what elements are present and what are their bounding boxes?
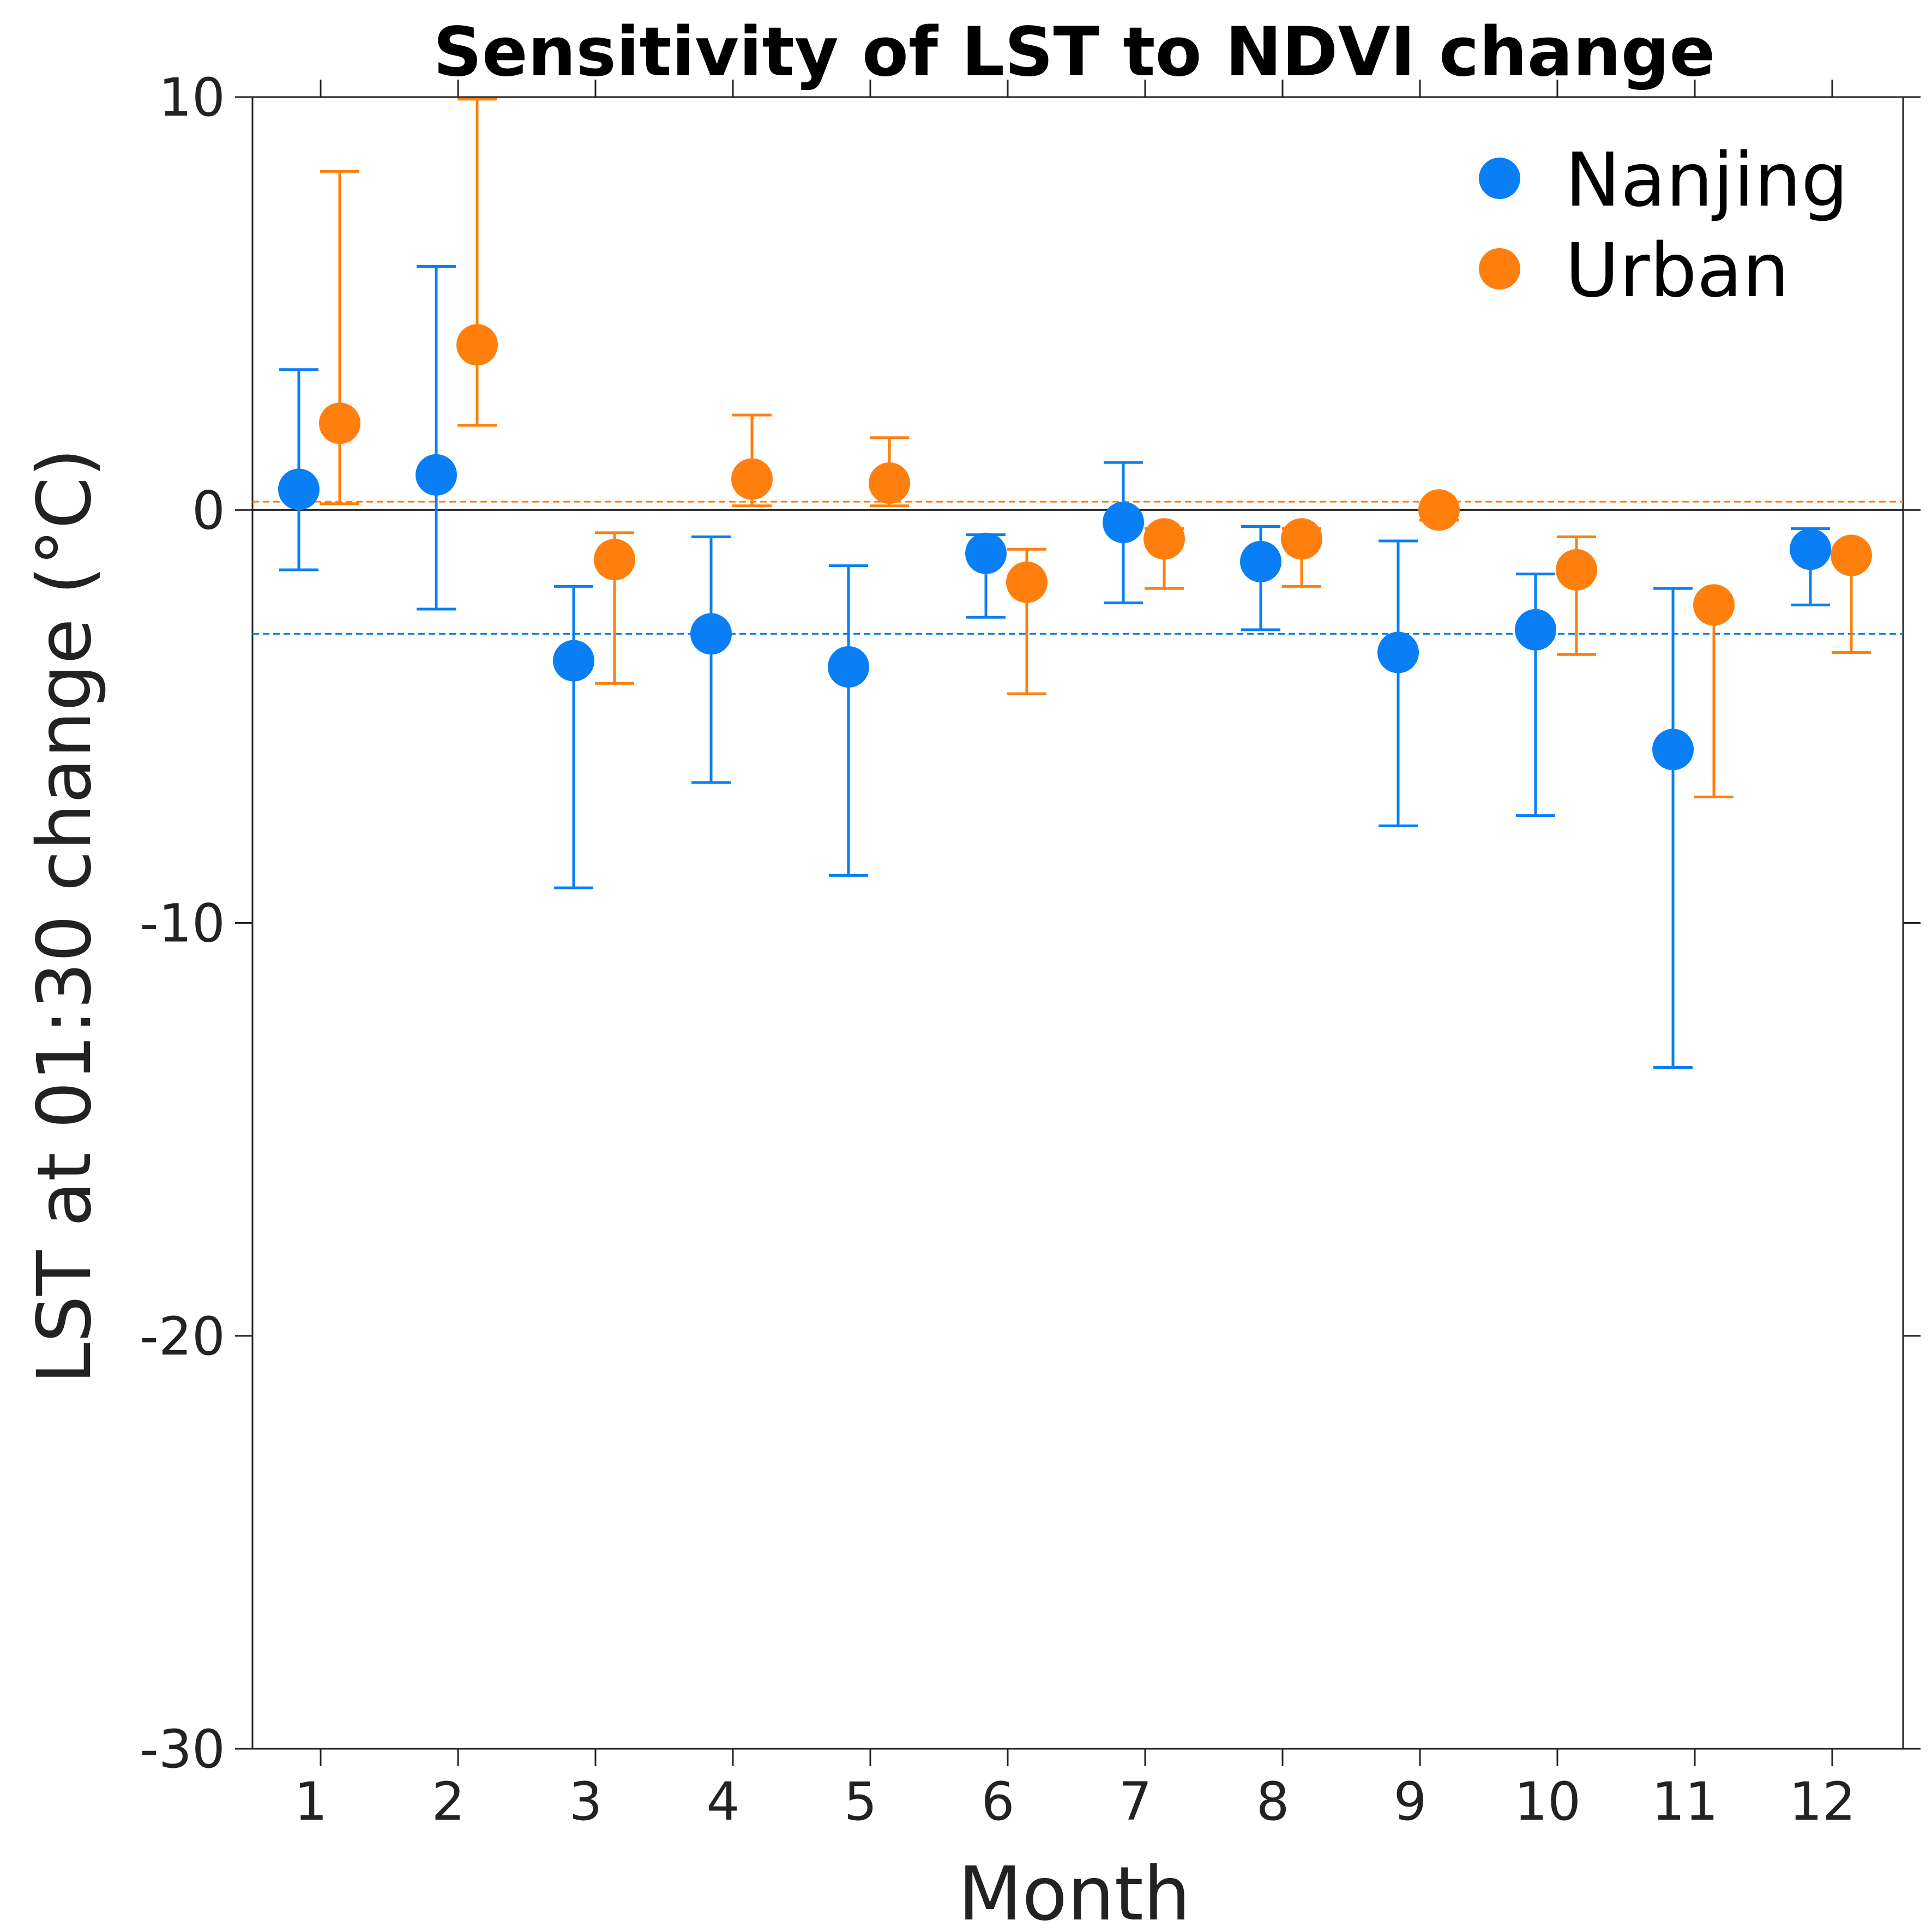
error-bar	[829, 564, 868, 877]
reference-lines	[252, 501, 1903, 635]
x-tick-label: 7	[1118, 1771, 1152, 1832]
chart-title: Sensitivity of LST to NDVI change	[434, 13, 1716, 92]
x-axis-label: Month	[958, 1851, 1190, 1932]
data-point	[1103, 501, 1144, 543]
x-tick-label: 5	[844, 1771, 877, 1832]
error-bar	[1653, 587, 1693, 1069]
x-tick-label: 11	[1652, 1771, 1718, 1832]
legend-label-nanjing: Nanjing	[1565, 137, 1848, 224]
data-point	[553, 640, 594, 682]
series-urban	[319, 98, 1872, 799]
error-bar	[320, 170, 359, 505]
y-tick-label: 10	[159, 67, 225, 128]
y-axis-label: LST at 01:30 change (°C)	[22, 448, 108, 1384]
data-point	[731, 458, 773, 500]
data-point	[690, 613, 732, 655]
data-point	[1556, 549, 1597, 591]
data-point	[319, 402, 360, 444]
y-axis-ticks: 10 0 -10 -20 -30	[140, 67, 1921, 1780]
data-point	[1377, 631, 1419, 673]
data-point	[456, 324, 498, 366]
data-point	[416, 454, 457, 496]
data-point	[1693, 584, 1735, 626]
data-point	[1790, 528, 1831, 570]
data-point	[1006, 561, 1048, 603]
y-tick-label: 0	[192, 480, 225, 541]
data-point	[1281, 518, 1322, 560]
error-bar	[1379, 539, 1418, 828]
plot-frame	[251, 96, 1904, 1750]
series-layer	[278, 98, 1872, 1069]
data-point	[1831, 534, 1872, 576]
legend-marker-urban	[1479, 248, 1520, 290]
plot-area	[251, 96, 1904, 1750]
y-tick-label: -20	[140, 1306, 225, 1367]
legend-marker-nanjing	[1479, 158, 1520, 199]
data-point	[1418, 489, 1460, 531]
error-bar	[691, 535, 731, 784]
data-point	[1143, 518, 1185, 560]
data-point	[1240, 540, 1281, 582]
error-bar	[417, 264, 456, 611]
x-tick-label: 10	[1514, 1771, 1581, 1832]
y-tick-label: -30	[140, 1719, 225, 1780]
y-tick-label: -10	[140, 893, 225, 954]
data-point	[1652, 729, 1694, 771]
data-point	[594, 539, 635, 581]
data-point	[1515, 609, 1556, 651]
series-nanjing	[278, 264, 1831, 1069]
error-bar	[554, 585, 593, 889]
data-point	[869, 462, 910, 504]
x-axis-ticks: 1 2 3 4 5 6 7 8 9 10 11 12	[294, 80, 1856, 1832]
x-tick-label: 1	[294, 1771, 327, 1832]
x-tick-label: 6	[981, 1771, 1014, 1832]
x-tick-label: 4	[706, 1771, 739, 1832]
data-point	[828, 646, 869, 688]
data-point	[278, 468, 320, 510]
x-tick-label: 12	[1789, 1771, 1856, 1832]
data-point	[965, 532, 1007, 574]
x-tick-label: 8	[1256, 1771, 1289, 1832]
x-tick-label: 3	[569, 1771, 602, 1832]
x-tick-label: 9	[1393, 1771, 1427, 1832]
error-bar	[458, 98, 497, 427]
legend: Nanjing Urban	[1479, 137, 1848, 314]
x-tick-label: 2	[431, 1771, 465, 1832]
legend-label-urban: Urban	[1565, 228, 1789, 314]
